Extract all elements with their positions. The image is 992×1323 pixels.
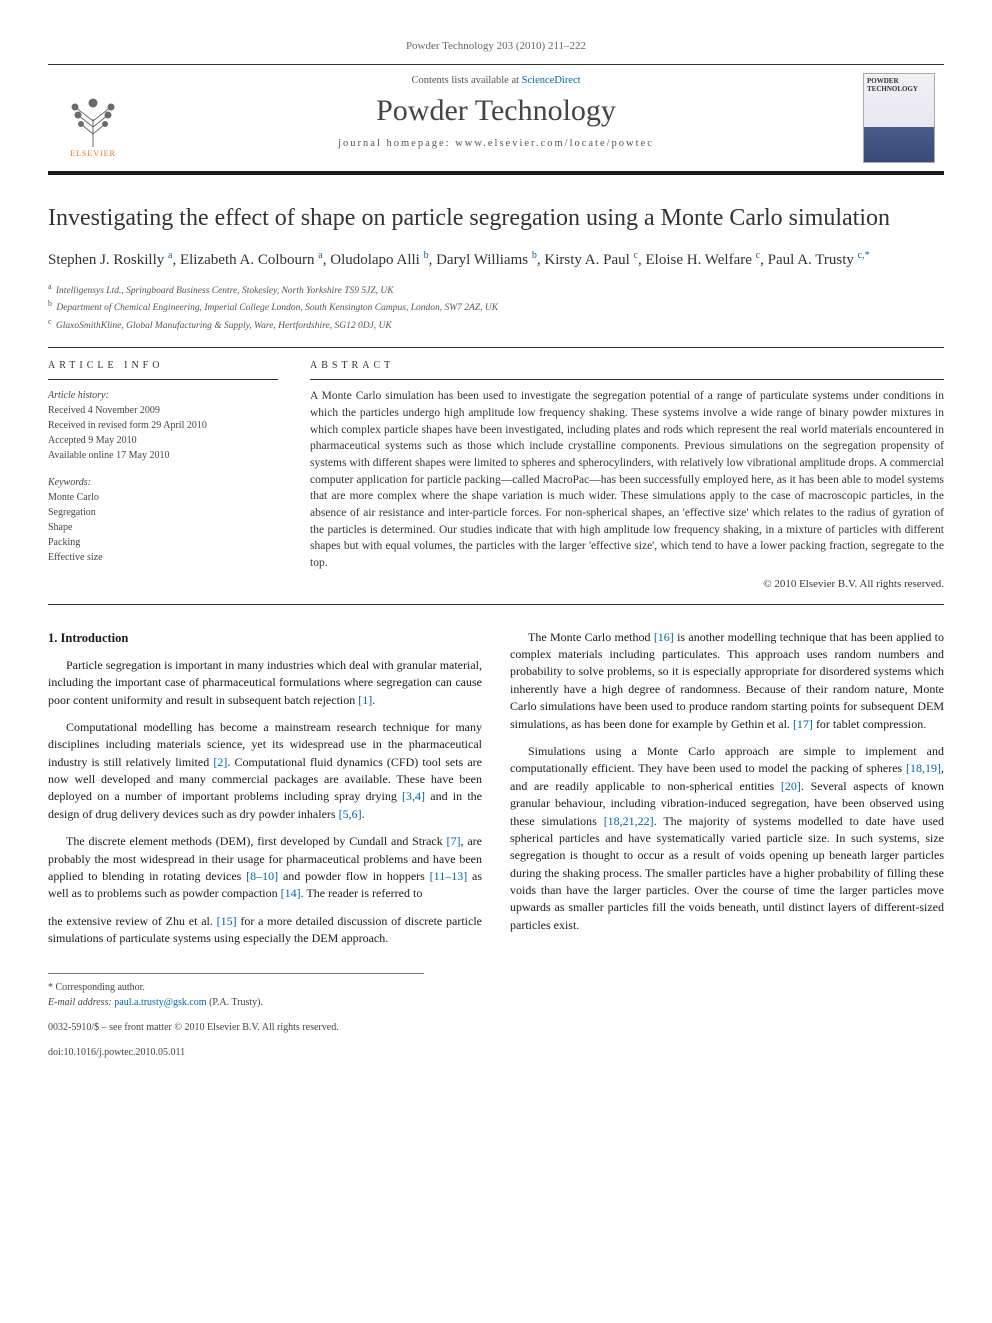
doi-line: doi:10.1016/j.powtec.2010.05.011 bbox=[48, 1045, 944, 1060]
keywords-block: Keywords: Monte CarloSegregationShapePac… bbox=[48, 475, 278, 565]
corr-email-who: (P.A. Trusty). bbox=[209, 997, 263, 1008]
affiliation-line: b Department of Chemical Engineering, Im… bbox=[48, 298, 944, 315]
body-paragraph: Particle segregation is important in man… bbox=[48, 657, 482, 709]
abstract-label: abstract bbox=[310, 360, 944, 371]
cover-caption: POWDER TECHNOLOGY bbox=[867, 77, 931, 93]
corr-author-label: * Corresponding author. bbox=[48, 980, 424, 995]
history-line: Available online 17 May 2010 bbox=[48, 448, 278, 463]
journal-cover-thumb: POWDER TECHNOLOGY bbox=[854, 65, 944, 171]
rule-below-abstract bbox=[48, 604, 944, 605]
journal-homepage: journal homepage: www.elsevier.com/locat… bbox=[138, 138, 854, 149]
email-label: E-mail address: bbox=[48, 997, 112, 1008]
keyword: Effective size bbox=[48, 550, 278, 565]
masthead: ELSEVIER Contents lists available at Sci… bbox=[48, 64, 944, 175]
section-1-heading: 1. Introduction bbox=[48, 629, 482, 647]
corresponding-author-footer: * Corresponding author. E-mail address: … bbox=[48, 973, 424, 1010]
body-paragraph: The Monte Carlo method [16] is another m… bbox=[510, 629, 944, 733]
keyword: Monte Carlo bbox=[48, 490, 278, 505]
keyword: Shape bbox=[48, 520, 278, 535]
affiliation-line: c GlaxoSmithKline, Global Manufacturing … bbox=[48, 316, 944, 333]
abstract-rule bbox=[310, 379, 944, 380]
history-line: Received in revised form 29 April 2010 bbox=[48, 418, 278, 433]
contents-list-line: Contents lists available at ScienceDirec… bbox=[138, 75, 854, 86]
keyword: Segregation bbox=[48, 505, 278, 520]
history-label: Article history: bbox=[48, 388, 278, 403]
sciencedirect-link[interactable]: ScienceDirect bbox=[522, 75, 581, 86]
affiliation-line: a Intelligensys Ltd., Springboard Busine… bbox=[48, 281, 944, 298]
front-matter-line: 0032-5910/$ – see front matter © 2010 El… bbox=[48, 1020, 944, 1035]
body-two-column: 1. Introduction Particle segregation is … bbox=[48, 629, 944, 951]
affiliations: a Intelligensys Ltd., Springboard Busine… bbox=[48, 281, 944, 333]
article-history: Article history: Received 4 November 200… bbox=[48, 388, 278, 463]
history-line: Received 4 November 2009 bbox=[48, 403, 278, 418]
history-line: Accepted 9 May 2010 bbox=[48, 433, 278, 448]
journal-name: Powder Technology bbox=[138, 94, 854, 128]
rule-above-meta bbox=[48, 347, 944, 348]
masthead-center: Contents lists available at ScienceDirec… bbox=[138, 65, 854, 171]
publisher-logo-block: ELSEVIER bbox=[48, 65, 138, 171]
article-title: Investigating the effect of shape on par… bbox=[48, 203, 944, 233]
keyword: Packing bbox=[48, 535, 278, 550]
body-paragraph: the extensive review of Zhu et al. [15] … bbox=[48, 913, 482, 948]
keywords-label: Keywords: bbox=[48, 475, 278, 490]
article-info-column: article info Article history: Received 4… bbox=[48, 360, 278, 589]
author-list: Stephen J. Roskilly a, Elizabeth A. Colb… bbox=[48, 249, 944, 271]
article-info-label: article info bbox=[48, 360, 278, 371]
abstract-text: A Monte Carlo simulation has been used t… bbox=[310, 388, 944, 571]
publisher-wordmark: ELSEVIER bbox=[70, 149, 116, 158]
abstract-column: abstract A Monte Carlo simulation has be… bbox=[310, 360, 944, 589]
elsevier-tree-icon: ELSEVIER bbox=[58, 78, 128, 158]
body-paragraph: Computational modelling has become a mai… bbox=[48, 719, 482, 823]
abstract-copyright: © 2010 Elsevier B.V. All rights reserved… bbox=[310, 578, 944, 590]
contents-prefix: Contents lists available at bbox=[411, 75, 521, 86]
info-rule bbox=[48, 379, 278, 380]
body-paragraph: Simulations using a Monte Carlo approach… bbox=[510, 743, 944, 934]
running-head: Powder Technology 203 (2010) 211–222 bbox=[48, 40, 944, 52]
corr-email-link[interactable]: paul.a.trusty@gsk.com bbox=[114, 997, 206, 1008]
body-paragraph: The discrete element methods (DEM), firs… bbox=[48, 833, 482, 903]
